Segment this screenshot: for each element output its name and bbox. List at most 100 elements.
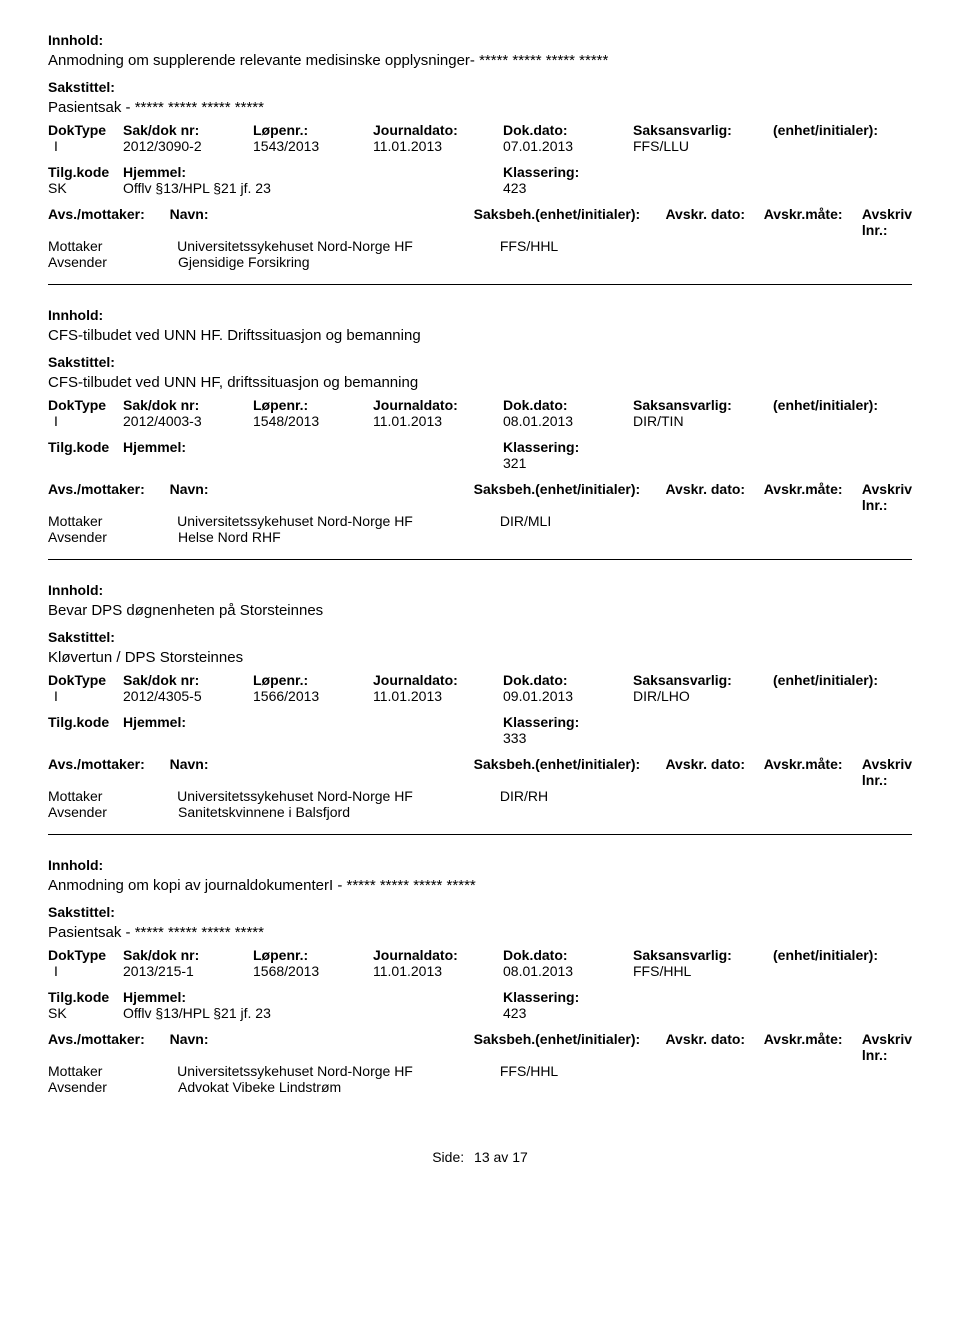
sakdoknr-value: 2012/4003-3 xyxy=(123,413,253,429)
lopenr-label: Løpenr.: xyxy=(253,947,373,963)
navn-label: Navn: xyxy=(170,206,474,222)
avskr-dato-label: Avskr. dato: xyxy=(665,206,763,222)
klassering-label: Klassering: xyxy=(503,714,912,730)
lopenr-label: Løpenr.: xyxy=(253,397,373,413)
avskriv-lnr-label: Avskriv lnr.: xyxy=(862,1031,912,1063)
klassering-value: 423 xyxy=(503,180,912,196)
sakstittel-label: Sakstittel: xyxy=(48,629,912,645)
sakdoknr-label: Sak/dok nr: xyxy=(123,397,253,413)
tilg-value-row: SK Offlv §13/HPL §21 jf. 23 423 xyxy=(48,1005,912,1021)
footer-av-label: av xyxy=(494,1149,509,1165)
mottaker-navn: Universitetssykehuset Nord-Norge HF xyxy=(177,513,500,529)
avs-mottaker-label: Avs./mottaker: xyxy=(48,1031,170,1047)
navn-label: Navn: xyxy=(170,1031,474,1047)
hjemmel-label: Hjemmel: xyxy=(123,164,503,180)
doktype-label: DokType xyxy=(48,947,123,963)
avsender-navn: Advokat Vibeke Lindstrøm xyxy=(178,1079,912,1095)
lopenr-value: 1548/2013 xyxy=(253,413,373,429)
innhold-value: Bevar DPS døgnenheten på Storsteinnes xyxy=(48,602,912,619)
avskr-mate-label: Avskr.måte: xyxy=(764,206,862,222)
lopenr-label: Løpenr.: xyxy=(253,672,373,688)
saksbeh-label: Saksbeh.(enhet/initialer): xyxy=(474,1031,666,1047)
journal-entry: Innhold: Anmodning om supplerende releva… xyxy=(48,18,912,285)
tilgkode-label: Tilg.kode xyxy=(48,164,123,180)
mottaker-navn: Universitetssykehuset Nord-Norge HF xyxy=(177,1063,500,1079)
navn-label: Navn: xyxy=(170,481,474,497)
meta-header-row: DokType Sak/dok nr: Løpenr.: Journaldato… xyxy=(48,397,912,413)
mottaker-role: Mottaker xyxy=(48,238,177,254)
innhold-label: Innhold: xyxy=(48,582,912,598)
saksansvarlig-value: DIR/LHO xyxy=(633,688,773,704)
journal-entry: Innhold: Anmodning om kopi av journaldok… xyxy=(48,843,912,1109)
doktype-label: DokType xyxy=(48,122,123,138)
tilg-value-row: 321 xyxy=(48,455,912,471)
avskr-mate-label: Avskr.måte: xyxy=(764,756,862,772)
journal-entry: Innhold: Bevar DPS døgnenheten på Storst… xyxy=(48,568,912,835)
saksansvarlig-label: Saksansvarlig: xyxy=(633,397,773,413)
sakstittel-value: Kløvertun / DPS Storsteinnes xyxy=(48,649,912,666)
innhold-label: Innhold: xyxy=(48,32,912,48)
enhet-label: (enhet/initialer): xyxy=(773,672,912,688)
avskriv-lnr-label: Avskriv lnr.: xyxy=(862,481,912,513)
journaldato-value: 11.01.2013 xyxy=(373,963,503,979)
hjemmel-label: Hjemmel: xyxy=(123,989,503,1005)
lopenr-value: 1568/2013 xyxy=(253,963,373,979)
meta-value-row: I 2012/3090-2 1543/2013 11.01.2013 07.01… xyxy=(48,138,912,154)
journaldato-label: Journaldato: xyxy=(373,947,503,963)
journaldato-label: Journaldato: xyxy=(373,672,503,688)
footer-page-number: 13 xyxy=(474,1149,490,1165)
tilgkode-value: SK xyxy=(48,1005,123,1021)
sakstittel-label: Sakstittel: xyxy=(48,904,912,920)
saksansvarlig-value: FFS/LLU xyxy=(633,138,773,154)
doktype-value: I xyxy=(48,138,123,154)
saksbeh-label: Saksbeh.(enhet/initialer): xyxy=(474,206,666,222)
doktype-value: I xyxy=(48,963,123,979)
sakdoknr-label: Sak/dok nr: xyxy=(123,122,253,138)
doktype-label: DokType xyxy=(48,397,123,413)
saksbeh-label: Saksbeh.(enhet/initialer): xyxy=(474,756,666,772)
klassering-label: Klassering: xyxy=(503,989,912,1005)
avs-mottaker-header-row: Avs./mottaker: Navn: Saksbeh.(enhet/init… xyxy=(48,756,912,788)
tilgkode-label: Tilg.kode xyxy=(48,439,123,455)
saksansvarlig-value: DIR/TIN xyxy=(633,413,773,429)
doktype-value: I xyxy=(48,413,123,429)
sakstittel-value: Pasientsak - ***** ***** ***** ***** xyxy=(48,99,912,116)
mottaker-role: Mottaker xyxy=(48,513,177,529)
avsender-row: Avsender Advokat Vibeke Lindstrøm xyxy=(48,1079,912,1095)
avsender-row: Avsender Helse Nord RHF xyxy=(48,529,912,545)
meta-value-row: I 2013/215-1 1568/2013 11.01.2013 08.01.… xyxy=(48,963,912,979)
mottaker-saksbeh: FFS/HHL xyxy=(500,1063,704,1079)
avsender-role: Avsender xyxy=(48,1079,178,1095)
hjemmel-label: Hjemmel: xyxy=(123,714,503,730)
avs-mottaker-header-row: Avs./mottaker: Navn: Saksbeh.(enhet/init… xyxy=(48,206,912,238)
page: Innhold: Anmodning om supplerende releva… xyxy=(0,0,960,1195)
meta-header-row: DokType Sak/dok nr: Løpenr.: Journaldato… xyxy=(48,122,912,138)
tilgkode-label: Tilg.kode xyxy=(48,989,123,1005)
saksbeh-label: Saksbeh.(enhet/initialer): xyxy=(474,481,666,497)
klassering-label: Klassering: xyxy=(503,164,912,180)
tilg-value-row: SK Offlv §13/HPL §21 jf. 23 423 xyxy=(48,180,912,196)
journaldato-value: 11.01.2013 xyxy=(373,413,503,429)
avs-mottaker-header-row: Avs./mottaker: Navn: Saksbeh.(enhet/init… xyxy=(48,1031,912,1063)
avsender-navn: Helse Nord RHF xyxy=(178,529,912,545)
sakstittel-value: Pasientsak - ***** ***** ***** ***** xyxy=(48,924,912,941)
avsender-navn: Sanitetskvinnene i Balsfjord xyxy=(178,804,912,820)
dokdato-value: 08.01.2013 xyxy=(503,963,633,979)
avskr-dato-label: Avskr. dato: xyxy=(665,1031,763,1047)
mottaker-navn: Universitetssykehuset Nord-Norge HF xyxy=(177,238,500,254)
mottaker-row: Mottaker Universitetssykehuset Nord-Norg… xyxy=(48,1063,912,1079)
dokdato-label: Dok.dato: xyxy=(503,122,633,138)
mottaker-role: Mottaker xyxy=(48,1063,177,1079)
hjemmel-value: Offlv §13/HPL §21 jf. 23 xyxy=(123,1005,503,1021)
tilgkode-label: Tilg.kode xyxy=(48,714,123,730)
lopenr-label: Løpenr.: xyxy=(253,122,373,138)
hjemmel-value: Offlv §13/HPL §21 jf. 23 xyxy=(123,180,503,196)
sakstittel-label: Sakstittel: xyxy=(48,79,912,95)
klassering-value: 333 xyxy=(503,730,912,746)
dokdato-value: 08.01.2013 xyxy=(503,413,633,429)
mottaker-saksbeh: FFS/HHL xyxy=(500,238,704,254)
avsender-role: Avsender xyxy=(48,529,178,545)
dokdato-value: 09.01.2013 xyxy=(503,688,633,704)
avs-mottaker-label: Avs./mottaker: xyxy=(48,481,170,497)
journal-entry: Innhold: CFS-tilbudet ved UNN HF. Drifts… xyxy=(48,293,912,560)
